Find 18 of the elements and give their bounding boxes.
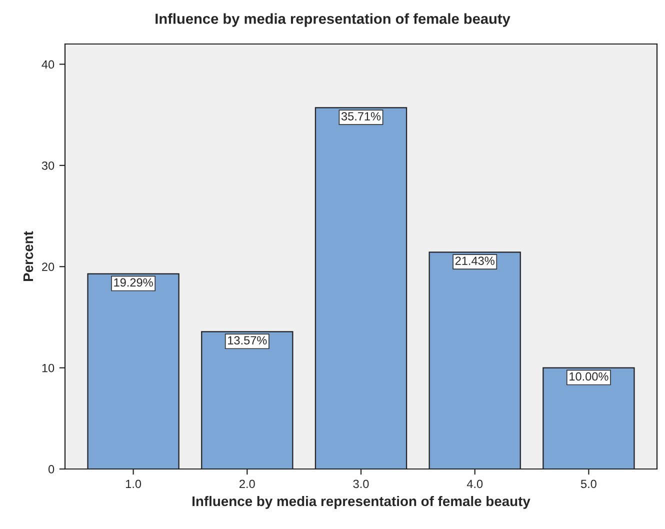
y-tick-label: 20 [42, 262, 54, 272]
data-label: 35.71% [341, 112, 381, 120]
x-tick-label: 2.0 [240, 480, 255, 488]
x-tick-label: 1.0 [126, 480, 142, 488]
x-tick-label: 5.0 [580, 480, 596, 488]
data-label: 19.29% [114, 278, 153, 287]
data-label: 13.57% [228, 336, 267, 345]
y-tick-label: 0 [48, 465, 54, 474]
data-label: 21.43% [455, 256, 494, 265]
chart-title: Influence by media representation of female beauty [156, 13, 510, 27]
x-tick-label: 4.0 [466, 480, 483, 488]
x-axis-title: Influence by media representation of female beauty [192, 496, 530, 509]
y-tick-label: 10 [42, 364, 54, 372]
y-axis-title: Percent [23, 231, 34, 282]
x-tick-label: 3.0 [353, 480, 369, 488]
data-label: 10.00% [570, 372, 608, 381]
y-tick-label: 40 [42, 60, 54, 69]
y-tick-label: 30 [42, 161, 54, 170]
